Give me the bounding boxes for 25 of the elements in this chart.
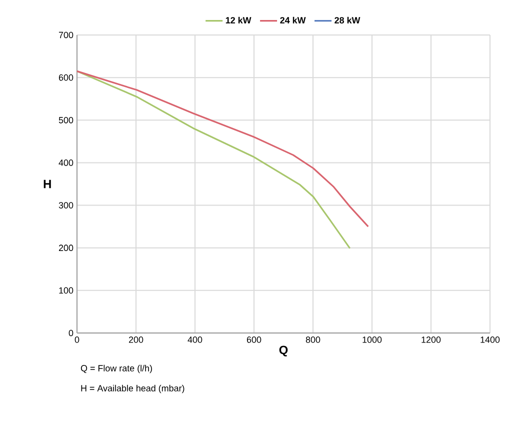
- legend-label: 28 kW: [334, 16, 360, 24]
- x-tick-label: 0: [74, 336, 80, 343]
- x-tick-label: 200: [128, 336, 144, 343]
- legend-label: 24 kW: [280, 16, 306, 24]
- y-tick-label: 300: [58, 202, 74, 208]
- y-tick-label: 100: [59, 287, 74, 294]
- x-tick-label: 400: [188, 336, 202, 343]
- y-tick-label: 400: [58, 160, 74, 166]
- text: Q = Flow rate (l/h): [80, 364, 152, 374]
- line-series: [76, 70, 369, 228]
- y-tick-label: 600: [58, 74, 74, 81]
- x-tick-label: 1400: [480, 336, 500, 343]
- x-tick-label: 800: [306, 336, 320, 343]
- y-tick-label: 500: [58, 116, 74, 124]
- x-tick-label: 1000: [362, 336, 382, 343]
- text: H = Available head (mbar): [81, 384, 184, 394]
- y-tick-label: 200: [58, 244, 74, 252]
- y-tick-label: 700: [58, 32, 74, 38]
- y-axis-title: H: [44, 180, 51, 188]
- x-axis-title: Q: [279, 346, 288, 356]
- y-tick-label: 0: [68, 330, 74, 336]
- x-tick-label: 600: [246, 336, 262, 343]
- legend-label: 12 kW: [226, 16, 252, 24]
- x-tick-label: 1200: [422, 336, 441, 343]
- line-series: [76, 70, 351, 250]
